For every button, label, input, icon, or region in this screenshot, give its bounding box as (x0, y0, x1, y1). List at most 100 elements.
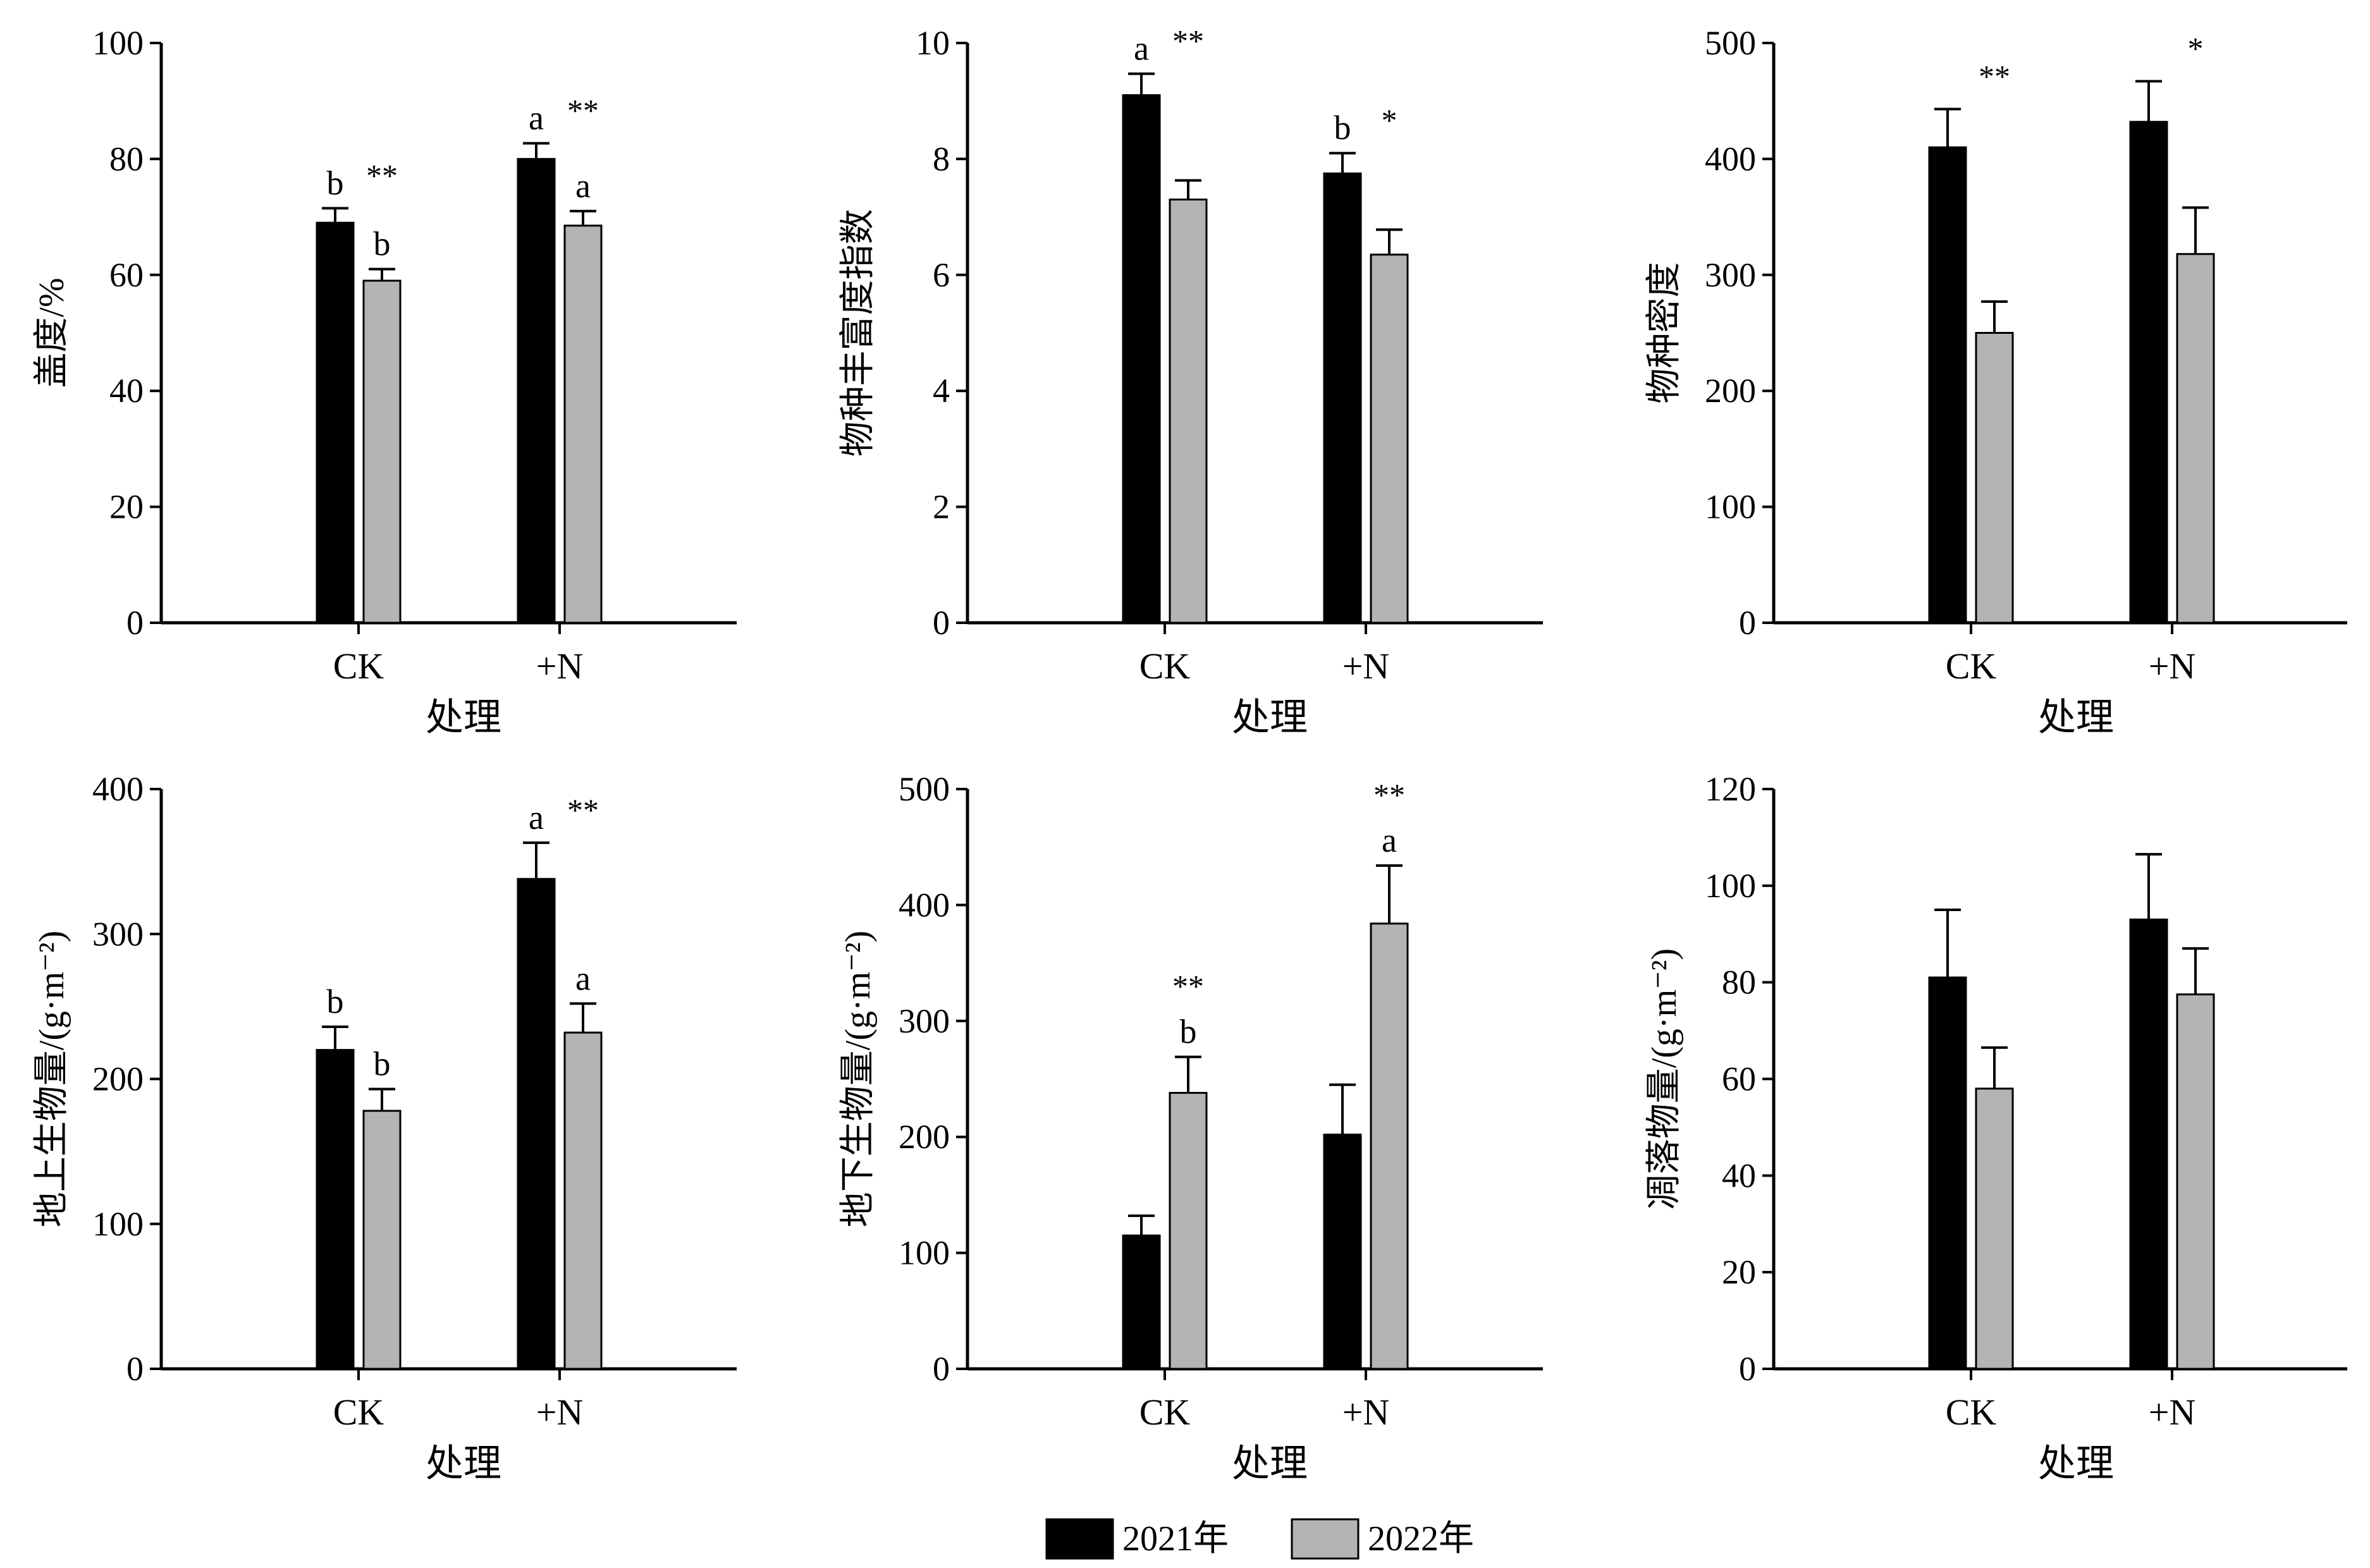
y-tick-label: 200 (899, 1118, 950, 1156)
bar-2021年-+N (2129, 121, 2168, 624)
x-tick-label: CK (1139, 646, 1191, 687)
significance-stars: ** (1373, 777, 1405, 812)
y-tick-label: 80 (1722, 964, 1756, 1001)
bar-2021年-CK (316, 1049, 355, 1370)
x-tick-label: CK (333, 1392, 384, 1433)
bar-2021年-+N (2129, 918, 2168, 1370)
significance-stars: * (2188, 31, 2204, 66)
y-tick-label: 500 (899, 770, 950, 808)
significance-letter: b (327, 983, 344, 1020)
x-axis-title: 处理 (2038, 1443, 2114, 1485)
y-tick-label: 4 (933, 372, 950, 410)
significance-stars: ** (567, 792, 599, 828)
x-axis-title: 处理 (1232, 697, 1308, 738)
y-tick-label: 200 (1705, 372, 1756, 410)
significance-letter: b (1180, 1013, 1197, 1051)
x-tick-label: CK (1946, 1392, 1997, 1433)
y-tick-label: 20 (109, 488, 144, 526)
y-tick-label: 0 (126, 604, 144, 642)
significance-stars: ** (567, 93, 599, 128)
y-tick-label: 100 (92, 24, 144, 62)
significance-letter: b (327, 164, 344, 202)
bar-2022年-CK (1975, 1087, 2014, 1370)
significance-stars: ** (1172, 23, 1204, 59)
y-tick-label: 8 (933, 140, 950, 178)
y-tick-label: 40 (109, 372, 144, 410)
y-axis-title: 盖度/% (32, 278, 71, 388)
x-tick-label: +N (536, 646, 584, 687)
bar-2022年-+N (2176, 253, 2215, 624)
y-tick-label: 10 (916, 24, 950, 62)
legend-label-2021: 2021年 (1122, 1519, 1229, 1559)
significance-stars: ** (1172, 969, 1204, 1004)
y-tick-label: 400 (1705, 140, 1756, 178)
chart-panel-5: 0 100 200 300 400 500 CK +N 处理 地下生物量/(g·m⁻²) b a ** *… (838, 770, 1543, 1485)
x-axis-title: 处理 (426, 1443, 501, 1485)
x-tick-label: +N (2149, 646, 2196, 687)
x-tick-label: +N (1342, 1392, 1390, 1433)
y-axis-title: 地下生物量/(g·m⁻²) (838, 931, 878, 1227)
x-axis-title: 处理 (2038, 697, 2114, 738)
chart-panel-1: 0 20 40 60 80 100 CK +N 处理 盖度/% b a b a ** ** (32, 24, 737, 738)
y-tick-label: 60 (109, 256, 144, 294)
y-tick-label: 100 (1705, 867, 1756, 905)
bar-2021年-CK (1122, 94, 1161, 624)
significance-letter: a (1382, 821, 1397, 859)
legend-label-2022: 2022年 (1368, 1519, 1474, 1559)
y-tick-label: 500 (1705, 24, 1756, 62)
x-axis-title: 处理 (1232, 1443, 1308, 1485)
y-tick-label: 400 (899, 886, 950, 924)
y-tick-label: 0 (1739, 1350, 1756, 1388)
bar-2021年-+N (517, 878, 556, 1370)
bar-2022年-+N (563, 224, 603, 624)
significance-letter: a (1134, 30, 1149, 68)
bar-2022年-+N (1370, 254, 1409, 624)
y-axis-title: 物种密度 (1645, 262, 1684, 404)
bar-2021年-+N (1323, 1134, 1362, 1370)
bar-2022年-CK (1975, 332, 2014, 624)
y-axis-title: 凋落物量/(g·m⁻²) (1645, 948, 1684, 1210)
bar-2022年-CK (1169, 1092, 1208, 1370)
y-tick-label: 300 (899, 1002, 950, 1040)
bar-2022年-+N (2176, 993, 2215, 1370)
significance-stars: ** (366, 157, 398, 193)
y-tick-label: 20 (1722, 1253, 1756, 1291)
significance-letter: b (374, 1045, 391, 1083)
y-tick-label: 6 (933, 256, 950, 294)
y-axis-title: 物种丰富度指数 (838, 209, 878, 457)
significance-letter: b (374, 225, 391, 263)
y-tick-label: 400 (92, 770, 144, 808)
significance-letter: a (529, 799, 544, 836)
y-tick-label: 80 (109, 140, 144, 178)
chart-panel-4: 0 100 200 300 400 CK +N 处理 地上生物量/(g·m⁻²) b a b a ** (32, 770, 737, 1485)
y-tick-label: 60 (1722, 1060, 1756, 1098)
bar-2022年-+N (1370, 922, 1409, 1370)
significance-letter: b (1334, 109, 1351, 147)
y-axis-title: 地上生物量/(g·m⁻²) (32, 931, 71, 1227)
significance-letter: a (575, 167, 591, 205)
bar-2021年-CK (1928, 976, 1967, 1370)
bar-2021年-+N (1323, 172, 1362, 624)
y-tick-label: 100 (92, 1205, 144, 1243)
y-tick-label: 100 (1705, 488, 1756, 526)
bar-2021年-CK (316, 221, 355, 624)
x-tick-label: +N (536, 1392, 584, 1433)
significance-letter: a (529, 99, 544, 137)
y-tick-label: 300 (1705, 256, 1756, 294)
legend: 2021年 2022年 (1045, 1518, 1474, 1560)
y-tick-label: 40 (1722, 1156, 1756, 1194)
legend-swatch-2022 (1291, 1518, 1360, 1560)
x-axis-title: 处理 (426, 697, 501, 738)
y-tick-label: 0 (933, 1350, 950, 1388)
bar-2021年-+N (517, 157, 556, 624)
y-tick-label: 0 (933, 604, 950, 642)
y-tick-label: 2 (933, 488, 950, 526)
bar-2021年-CK (1122, 1234, 1161, 1370)
bar-2022年-CK (362, 279, 402, 624)
x-tick-label: +N (1342, 646, 1390, 687)
y-tick-label: 120 (1705, 770, 1756, 808)
x-tick-label: +N (2149, 1392, 2196, 1433)
